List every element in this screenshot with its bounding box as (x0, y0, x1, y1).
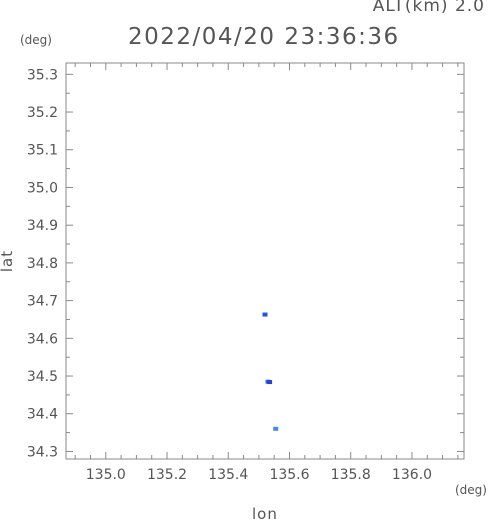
x-tick-label: 135.4 (208, 467, 248, 483)
y-tick-label: 34.7 (27, 294, 58, 310)
data-point (262, 312, 268, 317)
y-tick-label: 34.8 (27, 256, 58, 272)
x-tick-label: 135.0 (86, 467, 126, 483)
data-points (262, 312, 279, 431)
plot-frame (65, 62, 465, 460)
y-tick-label: 34.6 (27, 331, 58, 347)
data-point (273, 426, 279, 431)
y-tick-label: 34.4 (27, 407, 58, 423)
x-tick-label: 136.0 (392, 467, 432, 483)
x-axis-label: lon (252, 505, 278, 523)
y-unit-label: (deg) (20, 33, 52, 47)
x-tick-label: 135.8 (331, 467, 371, 483)
altitude-label: ALT(km) 2.0 (372, 0, 485, 16)
y-tick-label: 34.3 (27, 444, 58, 460)
y-tick-label: 34.5 (27, 369, 58, 385)
y-tick-label: 34.9 (27, 218, 58, 234)
y-axis: 34.3 34.4 34.5 34.6 34.7 34.8 34.9 35.0 35.1 35.2… (27, 67, 464, 460)
y-tick-label: 35.2 (27, 105, 58, 121)
x-tick-label: 135.6 (269, 467, 309, 483)
y-tick-label: 35.0 (27, 180, 58, 196)
y-tick-label: 35.3 (27, 67, 58, 83)
x-unit-label: (deg) (455, 483, 487, 497)
data-point (267, 380, 273, 385)
x-axis: 135.0 135.2 135.4 135.6 135.8 136.0 (74, 63, 459, 483)
y-tick-label: 35.1 (27, 143, 58, 159)
x-tick-label: 135.2 (147, 467, 187, 483)
chart-timestamp: 2022/04/20 23:36:36 (128, 24, 400, 50)
